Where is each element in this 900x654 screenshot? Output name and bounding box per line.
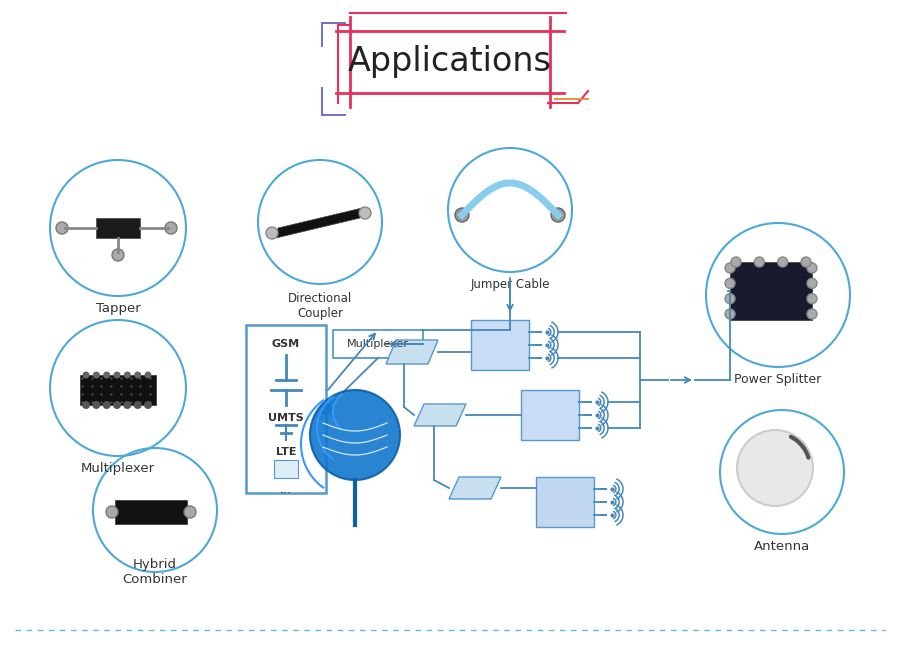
Text: Hybrid
Combiner: Hybrid Combiner xyxy=(122,558,187,586)
Circle shape xyxy=(725,263,735,273)
Circle shape xyxy=(266,227,278,239)
FancyBboxPatch shape xyxy=(274,460,298,478)
Circle shape xyxy=(310,390,400,480)
Circle shape xyxy=(754,257,764,267)
Circle shape xyxy=(82,401,90,409)
FancyBboxPatch shape xyxy=(350,31,550,93)
Circle shape xyxy=(725,279,735,288)
Circle shape xyxy=(145,371,151,379)
Circle shape xyxy=(737,430,813,506)
Text: UMTS: UMTS xyxy=(268,413,304,423)
FancyBboxPatch shape xyxy=(730,262,812,320)
FancyBboxPatch shape xyxy=(333,330,423,358)
Circle shape xyxy=(113,401,121,409)
Polygon shape xyxy=(414,404,466,426)
Circle shape xyxy=(725,294,735,303)
FancyBboxPatch shape xyxy=(471,320,529,370)
Circle shape xyxy=(801,257,811,267)
Circle shape xyxy=(359,207,371,219)
Circle shape xyxy=(123,401,131,409)
Text: Jumper Cable: Jumper Cable xyxy=(470,278,550,291)
Circle shape xyxy=(83,371,89,379)
Circle shape xyxy=(321,404,331,414)
Polygon shape xyxy=(276,208,362,238)
Circle shape xyxy=(104,371,110,379)
Circle shape xyxy=(807,309,817,319)
Text: LTE: LTE xyxy=(275,447,296,457)
Polygon shape xyxy=(386,340,438,364)
Text: Directional
Coupler: Directional Coupler xyxy=(288,292,352,320)
Circle shape xyxy=(56,222,68,234)
Circle shape xyxy=(134,401,141,409)
Circle shape xyxy=(112,249,124,261)
Text: Tapper: Tapper xyxy=(95,302,140,315)
Text: ...: ... xyxy=(280,483,292,496)
FancyBboxPatch shape xyxy=(80,375,156,405)
Circle shape xyxy=(807,263,817,273)
Circle shape xyxy=(778,257,788,267)
FancyBboxPatch shape xyxy=(536,477,594,527)
Circle shape xyxy=(106,506,118,518)
Circle shape xyxy=(725,309,735,319)
Circle shape xyxy=(144,401,152,409)
Text: Multiplexer: Multiplexer xyxy=(81,462,155,475)
Text: Multiplexer: Multiplexer xyxy=(347,339,409,349)
Text: Power Splitter: Power Splitter xyxy=(734,373,822,386)
Circle shape xyxy=(93,401,100,409)
Circle shape xyxy=(731,257,741,267)
Circle shape xyxy=(807,279,817,288)
Circle shape xyxy=(455,208,469,222)
FancyBboxPatch shape xyxy=(246,325,326,493)
Circle shape xyxy=(134,371,141,379)
Circle shape xyxy=(113,371,121,379)
Circle shape xyxy=(124,371,130,379)
FancyBboxPatch shape xyxy=(521,390,579,440)
Text: GSM: GSM xyxy=(272,339,300,349)
Circle shape xyxy=(93,371,100,379)
Circle shape xyxy=(165,222,177,234)
Circle shape xyxy=(807,294,817,303)
Circle shape xyxy=(184,506,196,518)
FancyBboxPatch shape xyxy=(96,218,140,238)
Text: Applications: Applications xyxy=(348,46,552,78)
FancyBboxPatch shape xyxy=(115,500,187,524)
Circle shape xyxy=(103,401,111,409)
Circle shape xyxy=(551,208,565,222)
Polygon shape xyxy=(449,477,501,499)
Text: Antenna: Antenna xyxy=(754,540,810,553)
